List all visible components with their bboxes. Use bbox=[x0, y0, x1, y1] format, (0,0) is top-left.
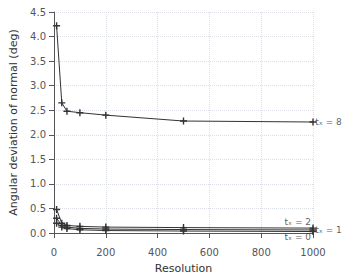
svg-text:0: 0 bbox=[51, 247, 57, 258]
svg-text:0.0: 0.0 bbox=[30, 228, 46, 239]
svg-text:400: 400 bbox=[148, 247, 167, 258]
svg-text:200: 200 bbox=[96, 247, 115, 258]
svg-text:0.5: 0.5 bbox=[30, 203, 46, 214]
svg-text:600: 600 bbox=[200, 247, 219, 258]
svg-text:3.0: 3.0 bbox=[30, 80, 46, 91]
svg-text:4.0: 4.0 bbox=[30, 31, 46, 42]
svg-text:3.5: 3.5 bbox=[30, 56, 46, 67]
svg-text:1.5: 1.5 bbox=[30, 154, 46, 165]
svg-text:Angular deviation of normal (d: Angular deviation of normal (deg) bbox=[7, 29, 20, 215]
svg-text:tₓ = 0: tₓ = 0 bbox=[285, 232, 312, 242]
svg-text:tₓ = 2: tₓ = 2 bbox=[285, 217, 312, 227]
svg-text:tₓ = 1: tₓ = 1 bbox=[315, 225, 342, 235]
svg-text:4.5: 4.5 bbox=[30, 7, 46, 18]
svg-text:2.0: 2.0 bbox=[30, 129, 46, 140]
svg-text:2.5: 2.5 bbox=[30, 105, 46, 116]
svg-text:Resolution: Resolution bbox=[155, 262, 213, 275]
svg-text:tₓ = 8: tₓ = 8 bbox=[315, 117, 342, 127]
svg-text:1000: 1000 bbox=[300, 247, 325, 258]
svg-text:1.0: 1.0 bbox=[30, 178, 46, 189]
svg-text:800: 800 bbox=[252, 247, 271, 258]
